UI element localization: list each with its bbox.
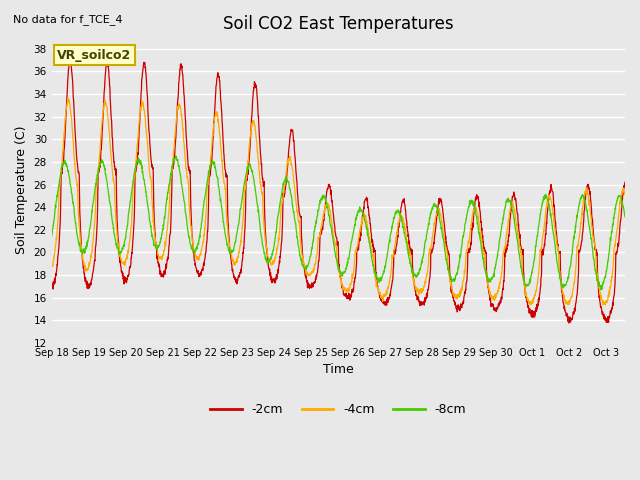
- -8cm: [327, 222, 335, 228]
- -8cm: [312, 223, 319, 228]
- -2cm: [565, 320, 573, 326]
- -8cm: [605, 251, 612, 257]
- -2cm: [605, 319, 612, 325]
- -2cm: [312, 275, 319, 281]
- -4cm: [312, 261, 319, 266]
- -8cm: [621, 214, 629, 220]
- Title: Soil CO2 East Temperatures: Soil CO2 East Temperatures: [223, 15, 454, 33]
- Text: VR_soilco2: VR_soilco2: [58, 49, 132, 62]
- -4cm: [621, 192, 629, 197]
- -2cm: [327, 192, 335, 197]
- Legend: -2cm, -4cm, -8cm: -2cm, -4cm, -8cm: [205, 398, 471, 421]
- -8cm: [77, 248, 84, 253]
- -4cm: [500, 249, 508, 254]
- -8cm: [172, 153, 180, 159]
- Text: No data for f_TCE_4: No data for f_TCE_4: [13, 14, 122, 25]
- -4cm: [605, 292, 612, 298]
- X-axis label: Time: Time: [323, 363, 354, 376]
- -2cm: [621, 179, 629, 185]
- -4cm: [601, 302, 609, 308]
- -2cm: [605, 313, 612, 319]
- -4cm: [327, 212, 335, 218]
- -4cm: [64, 96, 72, 101]
- -8cm: [500, 216, 508, 222]
- Line: -8cm: -8cm: [52, 156, 625, 290]
- Line: -4cm: -4cm: [52, 98, 625, 305]
- -8cm: [605, 253, 612, 259]
- -2cm: [500, 283, 508, 288]
- -8cm: [597, 287, 605, 293]
- -2cm: [67, 56, 74, 62]
- -4cm: [48, 264, 56, 269]
- -4cm: [605, 294, 612, 300]
- -8cm: [48, 233, 56, 239]
- -4cm: [77, 242, 85, 248]
- -2cm: [77, 240, 85, 245]
- -2cm: [48, 281, 56, 287]
- Y-axis label: Soil Temperature (C): Soil Temperature (C): [15, 126, 28, 254]
- Line: -2cm: -2cm: [52, 59, 625, 323]
